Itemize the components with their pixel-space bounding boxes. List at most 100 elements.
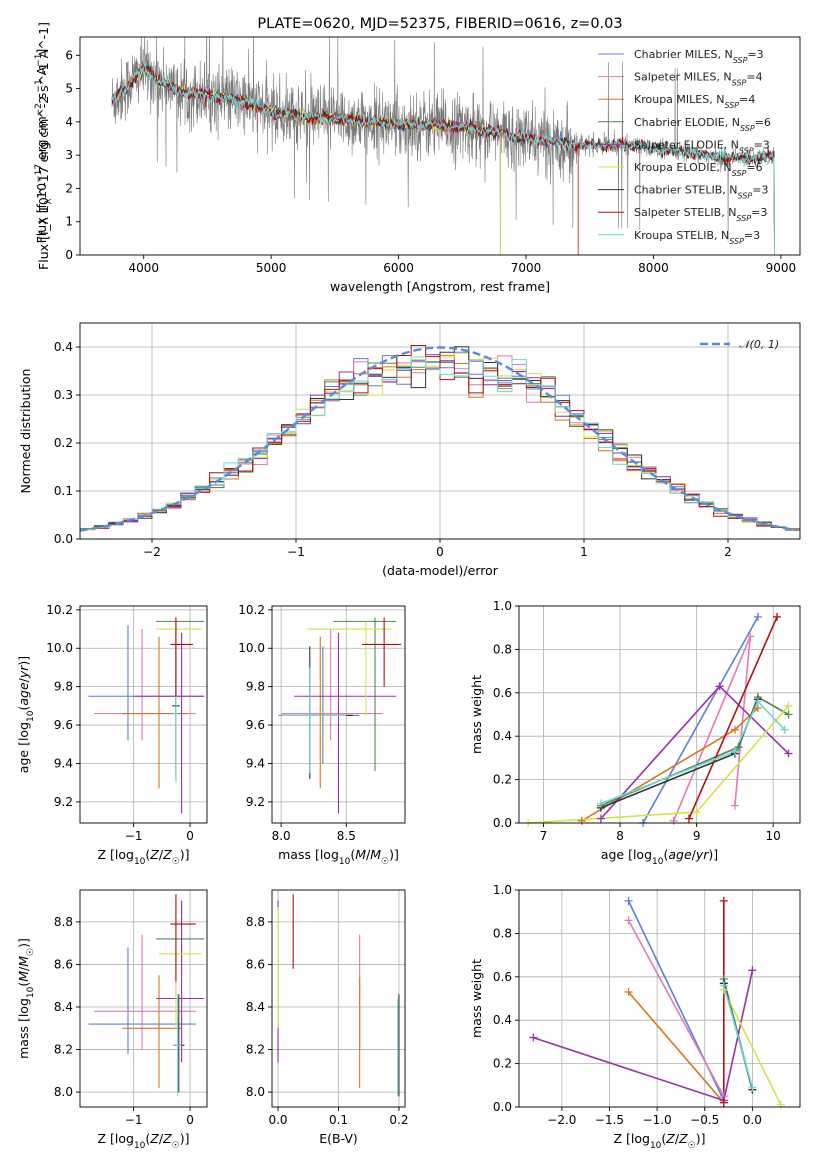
axes-frame [79, 36, 801, 256]
data-point-marker [596, 799, 605, 808]
y-tick-label: 8.2 [54, 1043, 73, 1057]
data-point-marker [748, 1083, 757, 1092]
x-tick-label: 9 [693, 829, 701, 843]
data-point-marker [734, 743, 743, 752]
data-point-marker [730, 801, 739, 810]
figure-title: PLATE=0620, MJD=52375, FIBERID=0616, z=0… [257, 16, 622, 32]
x-tick-label: 0.0 [743, 1113, 762, 1127]
y-tick-label: 0.8 [493, 926, 512, 940]
y-tick-label: 8.6 [246, 957, 265, 971]
axes-spectrum: 4000 5000 6000 7000 8000 9000 0 1 2 3 4 5 6 wavelengt… [34, 22, 801, 294]
y-tick-label: 0 [65, 248, 73, 262]
data-point-marker [773, 612, 782, 621]
y-tick-label: 9.4 [246, 756, 265, 770]
axes-z-mass: −1 0 8.0 8.2 8.4 8.6 8.8 Z [log10(Z/Z☉)] mass [l… [16, 889, 208, 1151]
axes-mass-age: 8.0 8.5 9.2 9.4 9.6 9.8 10.0 10.2 mass [log10(M/… [238, 603, 406, 867]
data-point-marker [776, 1100, 785, 1109]
axes-frame [518, 889, 801, 1108]
legend-label: Salpeter ELODIE, NSSP=3 [634, 138, 770, 155]
y-tick-label: 8.8 [54, 915, 73, 929]
axes-z-weight: −2.0 −1.5 −1.0 −0.5 0.0 0.0 0.2 0.4 0.6 0.8 1.0 Z [… [469, 883, 801, 1151]
y-tick-label: 0.2 [493, 773, 512, 787]
data-point-marker [784, 701, 793, 710]
plot-area-ebv-mass [277, 894, 400, 1097]
axes-ebv-mass: 0.0 0.1 0.2 8.0 8.2 8.4 8.6 8.8 E(B-V) [246, 889, 409, 1146]
plot-area-z-mass [88, 894, 205, 1097]
y-tick-label: 0.2 [54, 436, 73, 450]
plot-area-residuals [80, 345, 800, 532]
data-point-marker [784, 749, 793, 758]
series-line-kroupa-miles [581, 707, 759, 822]
x-tick-label: 10 [766, 829, 781, 843]
normal-curve [80, 346, 798, 532]
y-tick-label: 0.0 [493, 816, 512, 830]
x-axis-label: mass [log10(M/M☉)] [278, 847, 399, 867]
plot-area-spectrum [111, 37, 775, 255]
axes-residuals: −2 −1 0 1 2 0.0 0.1 0.2 0.3 0.4 (data-model)/error… [18, 322, 801, 578]
y-tick-label: 2 [65, 181, 73, 195]
legend-label: Kroupa STELIB, NSSP=3 [634, 229, 760, 246]
y-tick-label: 9.2 [54, 795, 73, 809]
y-tick-label: 0.0 [493, 1100, 512, 1114]
x-tick-label: −1.0 [643, 1113, 672, 1127]
x-tick-label: 8000 [638, 261, 669, 275]
x-axis-label: (data-model)/error [382, 563, 499, 578]
y-tick-label: 9.8 [246, 680, 265, 694]
y-tick-label: 8.2 [246, 1043, 265, 1057]
y-tick-label: 9.2 [246, 795, 265, 809]
y-tick-label: 8.0 [54, 1085, 73, 1099]
x-axis-label: Z [log10(Z/Z☉)] [97, 847, 189, 867]
x-tick-label: 6000 [383, 261, 414, 275]
x-tick-label: 8.0 [272, 829, 291, 843]
x-tick-label: 5000 [256, 261, 287, 275]
y-tick-label: 4 [65, 115, 73, 129]
x-tick-label: 8.5 [337, 829, 356, 843]
data-point-marker [746, 632, 755, 641]
data-point-marker [719, 1098, 728, 1107]
series-line-kroupa-elodie [528, 705, 790, 823]
x-axis-label: E(B-V) [319, 1131, 358, 1146]
data-point-marker [624, 896, 633, 905]
data-point-marker [753, 612, 762, 621]
y-axis-label: Flux [fλ10−17 erg cm−2 s−1 A−1] [34, 49, 54, 244]
y-tick-label: 8.8 [246, 915, 265, 929]
y-axis-label: age [log10(age/yr)] [16, 656, 36, 773]
axes-z-age: −1 0 9.2 9.4 9.6 9.8 10.0 10.2 Z [log10(Z/Z☉)] ag… [16, 603, 208, 867]
x-tick-label: −2 [143, 545, 161, 559]
y-axis-label: mass weight [469, 675, 484, 754]
y-tick-label: 9.8 [54, 680, 73, 694]
y-tick-label: 8.0 [246, 1085, 265, 1099]
x-tick-label: −0.5 [690, 1113, 719, 1127]
series-line-chabrier-miles [642, 616, 759, 823]
data-point-marker [748, 966, 757, 975]
y-tick-label: 8.4 [54, 1000, 73, 1014]
series-line-kroupa-stelib [600, 700, 786, 805]
axes-frame [518, 605, 801, 824]
x-tick-label: 2 [724, 545, 732, 559]
series-line-kroupa-elodie [723, 989, 782, 1106]
plot-area-age-weight [528, 616, 790, 823]
y-axis-label: mass [log10(M/M☉)] [16, 938, 36, 1059]
data-point-marker [730, 725, 739, 734]
y-axis-label: Normed distribution [18, 369, 33, 494]
legend-label: 𝒩(0, 1) [739, 338, 779, 351]
x-axis-label: wavelength [Angstrom, rest frame] [330, 279, 550, 294]
x-tick-label: 0 [436, 545, 444, 559]
y-tick-label: 0.6 [493, 686, 512, 700]
x-tick-label: 0.2 [389, 1113, 408, 1127]
x-tick-label: 4000 [128, 261, 159, 275]
y-tick-label: 0.3 [54, 388, 73, 402]
x-tick-label: 7 [540, 829, 548, 843]
axes-frame [79, 889, 208, 1108]
y-tick-label: 0.4 [54, 340, 73, 354]
y-tick-label: 10.2 [238, 603, 265, 617]
series-line-salpeter-elodie [600, 685, 790, 820]
y-tick-label: 10.0 [46, 641, 73, 655]
y-tick-label: 10.0 [238, 641, 265, 655]
series-line-salpeter-miles [627, 920, 725, 1097]
y-tick-label: 0.1 [54, 484, 73, 498]
x-axis-label: Z [log10(Z/Z☉)] [613, 1131, 705, 1151]
x-tick-label: 9000 [766, 261, 797, 275]
axes-age-weight: 7 8 9 10 0.0 0.2 0.4 0.6 0.8 1.0 age [log10(age/yr… [469, 599, 801, 867]
y-tick-label: 0.4 [493, 729, 512, 743]
